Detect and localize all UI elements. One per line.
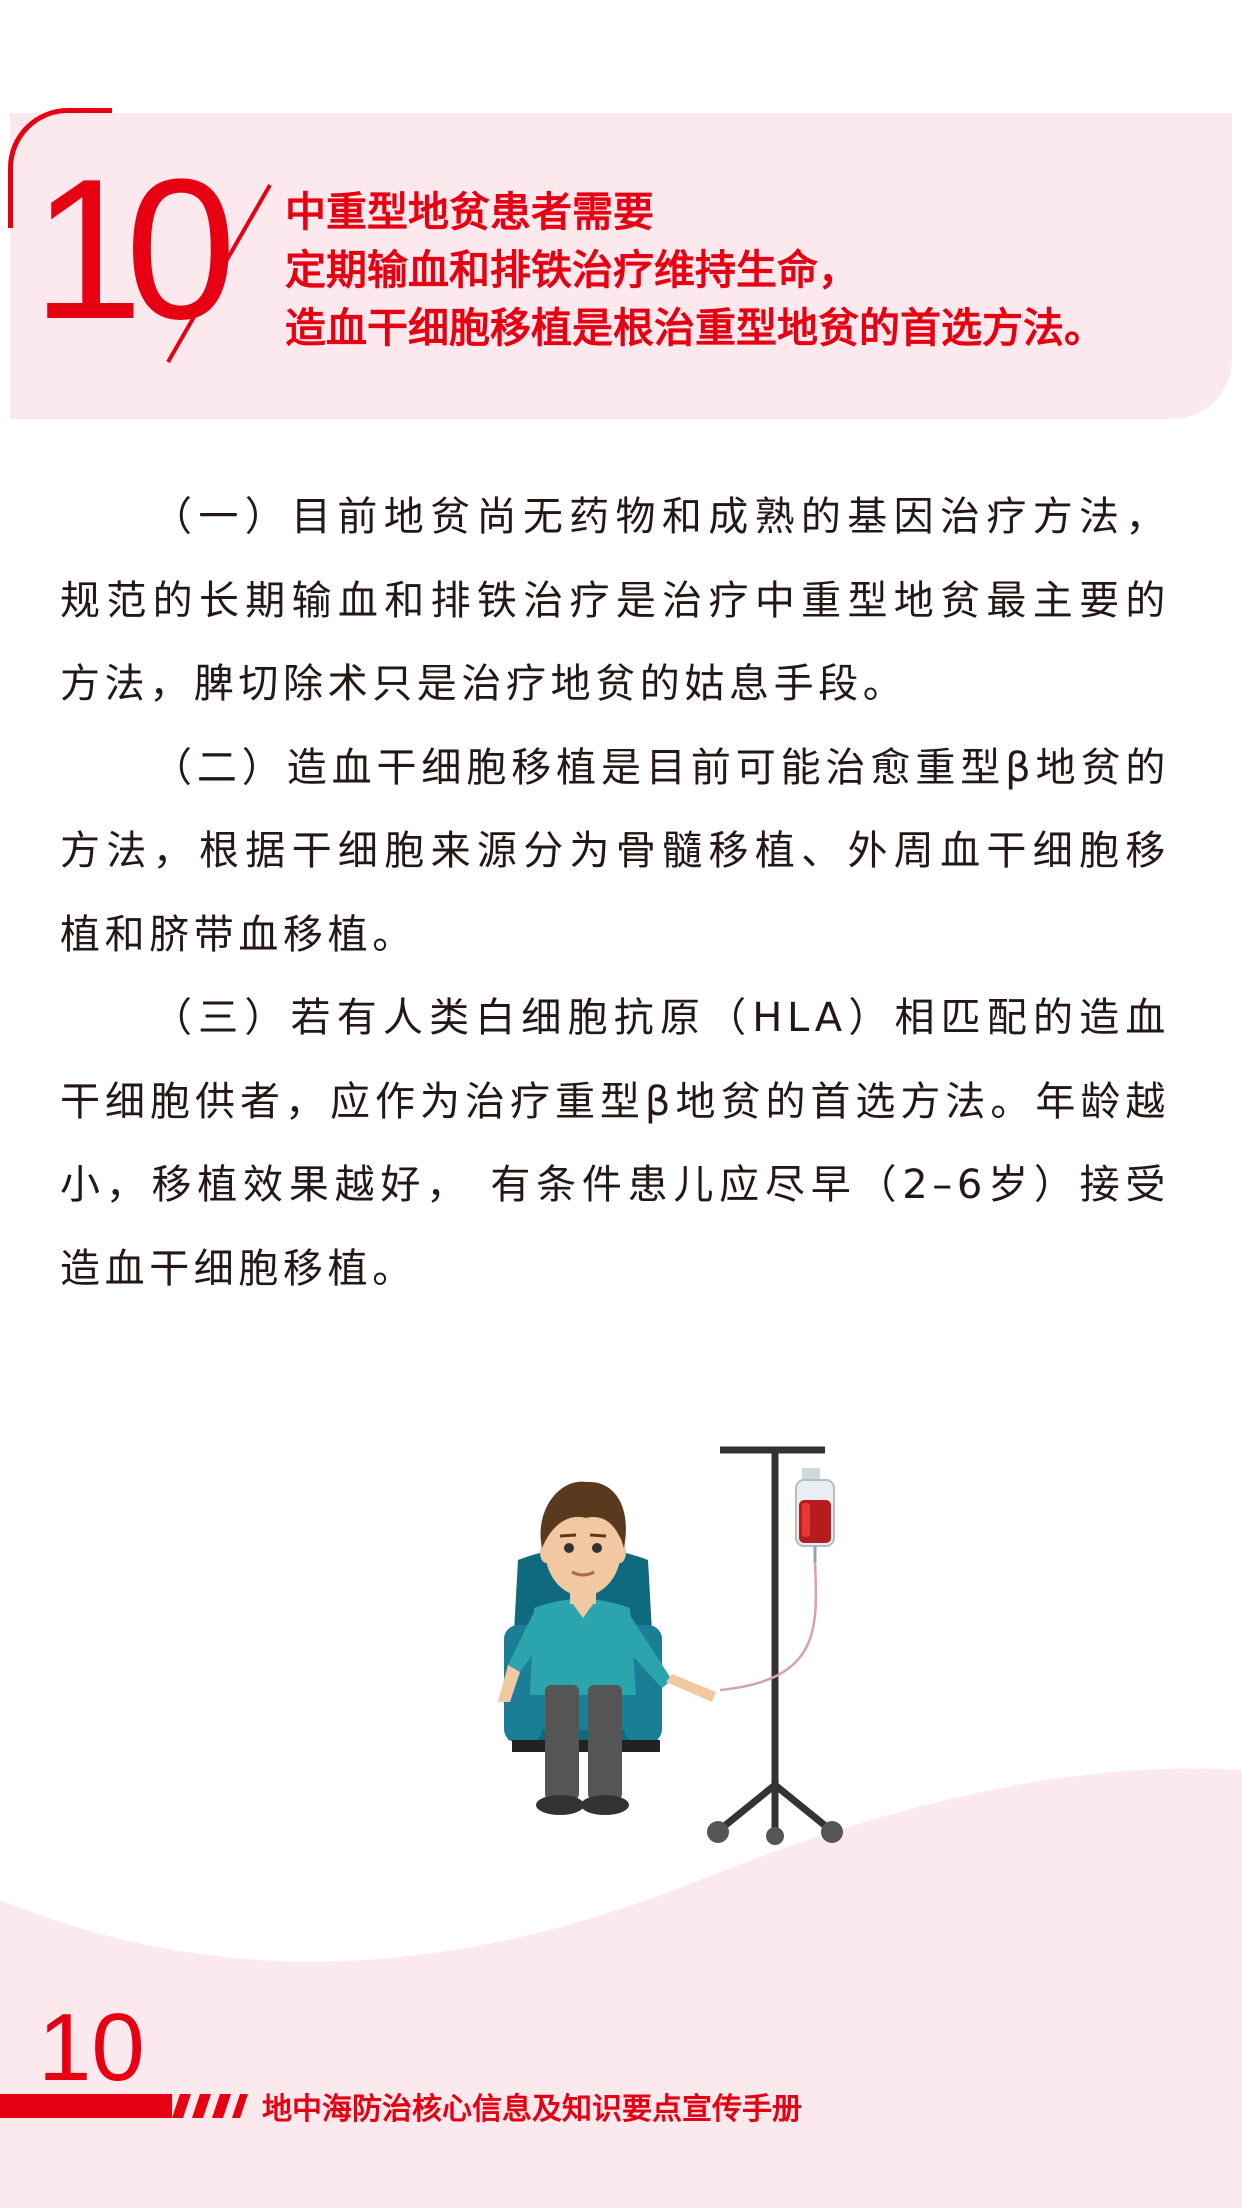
footer-stripe-decoration [0,2094,250,2118]
page-number: 10 [38,1998,145,2098]
headline: 中重型地贫患者需要 定期输血和排铁治疗维持生命， 造血干细胞移植是根治重型地贫的… [285,183,1235,357]
paragraph-1: （一）目前地贫尚无药物和成熟的基因治疗方法，规范的长期输血和排铁治疗是治疗中重型… [60,476,1170,727]
patient-transfusion-icon [490,1440,850,1880]
paragraph-3: （三）若有人类白细胞抗原（HLA）相匹配的造血干细胞供者，应作为治疗重型β地贫的… [60,977,1170,1311]
headline-line-1: 中重型地贫患者需要 [285,183,1235,241]
body-text: （一）目前地贫尚无药物和成熟的基因治疗方法，规范的长期输血和排铁治疗是治疗中重型… [60,476,1170,1311]
headline-line-2: 定期输血和排铁治疗维持生命， [285,241,1235,299]
headline-line-3: 造血干细胞移植是根治重型地贫的首选方法。 [285,299,1235,357]
paragraph-2: （二）造血干细胞移植是目前可能治愈重型β地贫的方法，根据干细胞来源分为骨髓移植、… [60,727,1170,978]
footer-title: 地中海防治核心信息及知识要点宣传手册 [262,2090,802,2130]
slash-decoration [160,180,280,370]
